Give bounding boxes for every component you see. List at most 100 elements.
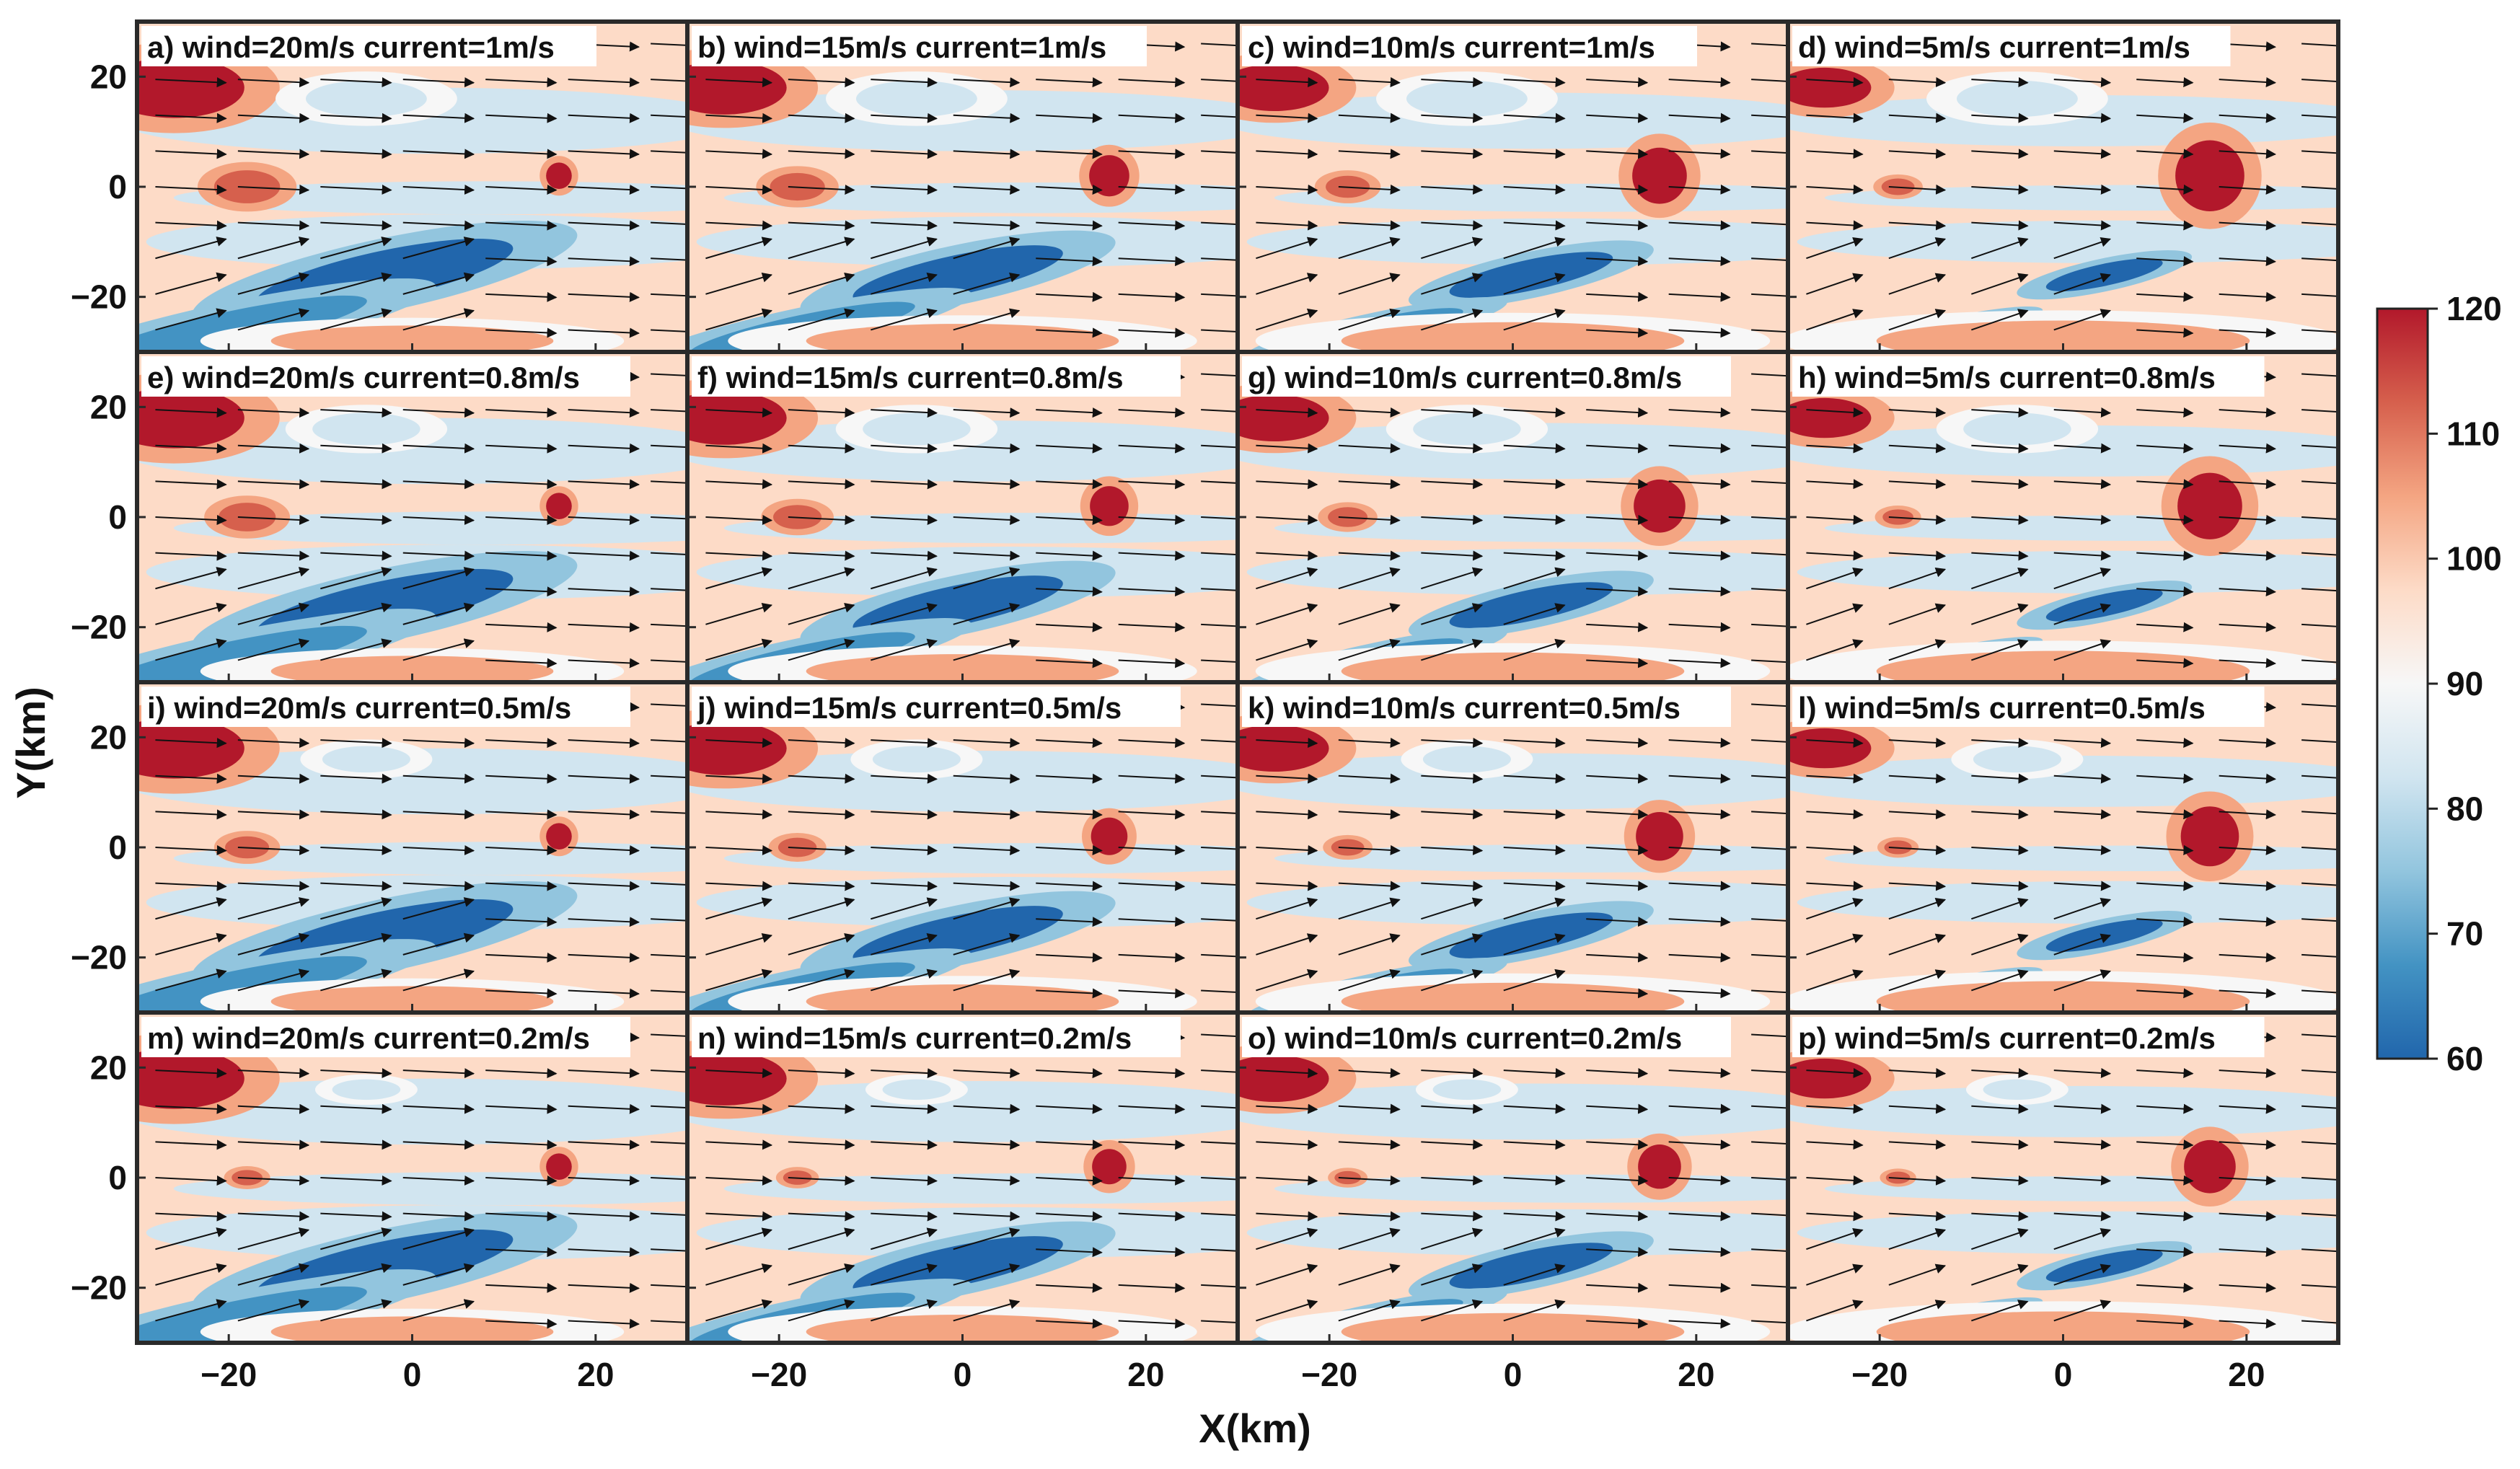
- vector-arrow: [1668, 586, 1731, 597]
- vector-arrow: [1201, 516, 1238, 520]
- vector-arrow: [871, 308, 938, 331]
- vector-arrow: [1338, 567, 1401, 590]
- vector-arrow: [953, 1299, 1021, 1322]
- contour-core: [1634, 479, 1686, 533]
- vector-arrow: [871, 1139, 938, 1150]
- vector-arrow: [485, 881, 558, 891]
- contour-core: [1876, 1311, 2250, 1343]
- vector-arrow: [2136, 1318, 2194, 1329]
- colorbar: 120 110 100 90 80 70 60: [2376, 290, 2502, 1077]
- contour-core: [546, 162, 572, 190]
- vector-arrow: [1201, 703, 1238, 707]
- vector-arrow: [705, 407, 773, 418]
- vector-arrow: [1806, 1139, 1864, 1150]
- vector-arrow: [1668, 773, 1731, 784]
- vector-arrow: [237, 550, 310, 561]
- vector-arrow: [871, 149, 938, 159]
- vector-arrow: [320, 881, 392, 891]
- contour-band: [1246, 548, 1788, 596]
- vector-arrow: [320, 514, 392, 525]
- vector-arrow: [1888, 1103, 1947, 1114]
- vector-arrow: [402, 113, 475, 123]
- vector-arrow: [2136, 1175, 2194, 1186]
- vector-arrow: [2136, 220, 2194, 231]
- y-tick-label: 20: [90, 388, 127, 425]
- vector-arrow: [1888, 639, 1947, 661]
- contour-core: [1876, 320, 2250, 352]
- vector-arrow: [1118, 327, 1186, 338]
- vector-arrow: [485, 917, 558, 927]
- contour-band: [1246, 218, 1788, 265]
- vector-arrow: [568, 917, 640, 927]
- vector-arrow: [1668, 149, 1731, 159]
- x-tick-label: 20: [2228, 1356, 2265, 1393]
- vector-arrow: [1256, 77, 1318, 88]
- vector-arrow: [1338, 1299, 1401, 1322]
- vector-arrow: [1668, 1318, 1731, 1329]
- vector-arrow: [1586, 952, 1649, 963]
- contour-core: [1341, 982, 1685, 1013]
- contour-core: [806, 654, 1119, 682]
- panel-l: l) wind=5m/s current=0.5m/s: [1786, 680, 2340, 1015]
- vector-arrow: [320, 184, 392, 195]
- contour-core: [863, 413, 971, 446]
- vector-arrow: [1256, 1068, 1318, 1079]
- vector-arrow: [953, 308, 1021, 331]
- vector-arrow: [1888, 1175, 1947, 1186]
- vector-arrow: [1751, 882, 1788, 886]
- vector-arrow: [871, 479, 938, 490]
- vector-arrow: [1036, 113, 1103, 123]
- vector-arrow: [568, 184, 640, 195]
- vector-arrow: [320, 638, 392, 661]
- vector-arrow: [1668, 738, 1731, 749]
- vector-arrow: [1201, 480, 1238, 484]
- x-tick-label: 0: [1504, 1356, 1523, 1393]
- vector-arrow: [1751, 953, 1788, 958]
- vector-arrow: [1118, 1282, 1186, 1293]
- vector-arrow: [155, 602, 227, 625]
- vector-arrow: [953, 1139, 1021, 1150]
- vector-arrow: [237, 602, 310, 625]
- vector-arrow: [1256, 1103, 1318, 1114]
- vector-arrow: [320, 1263, 392, 1286]
- vector-arrow: [237, 1139, 310, 1150]
- contour-core: [546, 823, 572, 850]
- panel-label: n) wind=15m/s current=0.2m/s: [692, 1017, 1181, 1057]
- vector-arrow: [871, 844, 938, 855]
- vector-arrow: [1806, 550, 1864, 561]
- vector-arrow: [1586, 184, 1649, 195]
- vector-arrow: [485, 77, 558, 88]
- vector-arrow: [2136, 149, 2194, 159]
- vector-arrow: [320, 443, 392, 454]
- vector-arrow: [2219, 77, 2276, 87]
- contour-core: [1341, 652, 1685, 682]
- vector-arrow: [705, 1068, 773, 1079]
- vector-arrow: [320, 897, 392, 920]
- vector-arrow: [1036, 327, 1103, 338]
- vector-arrow: [788, 567, 855, 590]
- vector-arrow: [1668, 622, 1731, 632]
- svg-text:b) wind=15m/s current=1m/s: b) wind=15m/s current=1m/s: [697, 30, 1106, 64]
- vector-arrow: [705, 809, 773, 820]
- vector-arrow: [1421, 969, 1484, 992]
- vector-arrow: [320, 308, 392, 331]
- vector-arrow: [2053, 1300, 2111, 1322]
- contour-core: [687, 1051, 787, 1106]
- vector-arrow: [2219, 149, 2276, 159]
- vector-arrow: [155, 969, 227, 992]
- vector-arrow: [788, 237, 855, 260]
- vector-arrow: [705, 1299, 773, 1322]
- vector-arrow: [1256, 809, 1318, 820]
- vector-arrow: [1503, 897, 1566, 920]
- vector-arrow: [953, 550, 1021, 561]
- vector-arrow: [1971, 639, 2029, 661]
- vector-arrow: [1201, 293, 1238, 297]
- vector-arrow: [155, 773, 227, 784]
- vector-arrow: [155, 809, 227, 820]
- vector-arrow: [1338, 881, 1401, 891]
- vector-arrow: [705, 1263, 773, 1286]
- contour-core: [137, 57, 244, 118]
- vector-arrow: [1888, 1211, 1947, 1222]
- vector-arrow: [953, 844, 1021, 855]
- panel-n: n) wind=15m/s current=0.2m/s: [685, 1010, 1240, 1345]
